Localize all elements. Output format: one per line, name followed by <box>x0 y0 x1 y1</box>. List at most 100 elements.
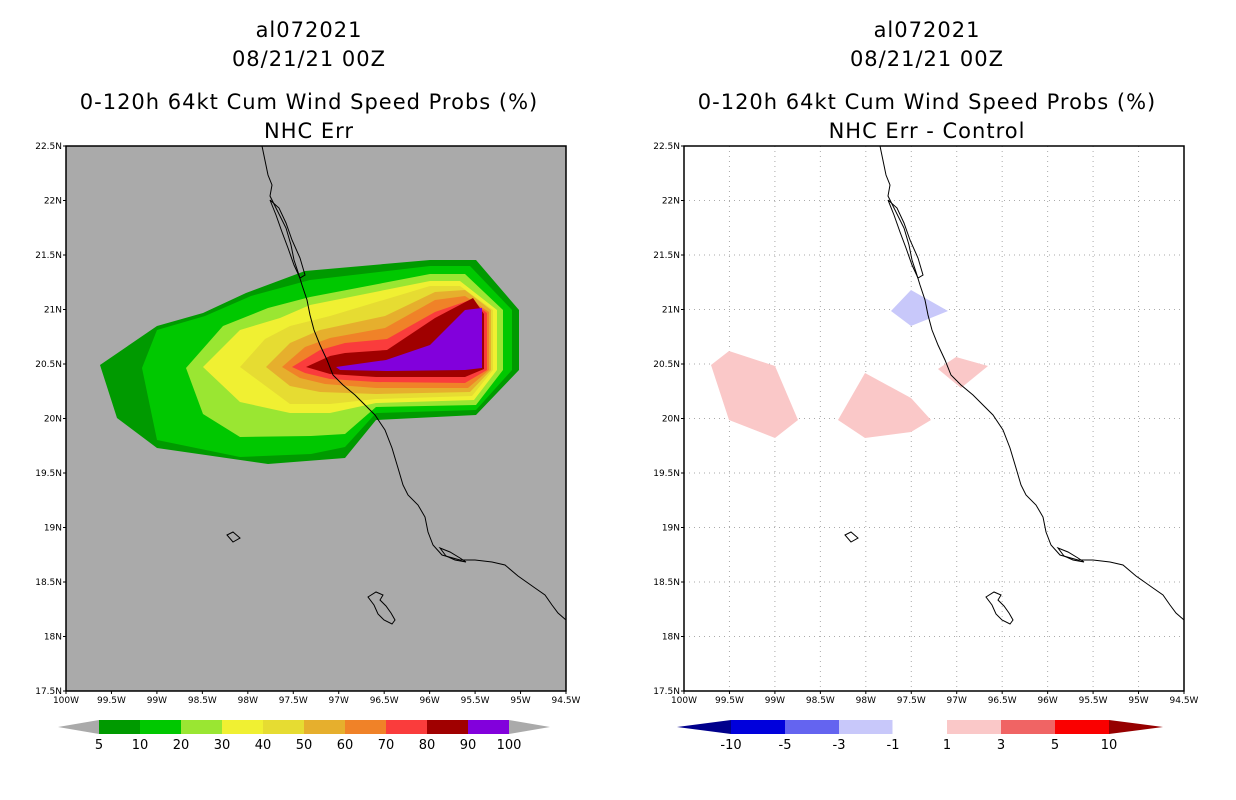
lon-label: 96.5W <box>988 696 1017 706</box>
legend-swatch <box>345 720 386 734</box>
lat-label: 19.5N <box>653 469 680 479</box>
legend-swatch <box>140 720 181 734</box>
lon-label: 98W <box>238 696 258 706</box>
lat-label: 19N <box>662 524 680 534</box>
legend-label: 3 <box>997 738 1005 753</box>
lon-label: 98.5W <box>806 696 835 706</box>
lat-label: 17.5N <box>35 687 62 697</box>
legend-swatch <box>1055 720 1109 734</box>
lat-label: 22N <box>44 197 62 207</box>
lat-label: 19N <box>44 524 62 534</box>
lat-label: 18N <box>662 633 680 643</box>
legend-label: 20 <box>173 738 190 753</box>
legend-swatch <box>1001 720 1055 734</box>
lat-label: 20.5N <box>653 360 680 370</box>
color-legend: -10 -5 -3 -1 1 3 5 10 <box>677 719 1163 753</box>
product-title: 0-120h 64kt Cum Wind Speed Probs (%) <box>697 90 1157 114</box>
negative-patch <box>891 290 948 326</box>
legend-under-arrow <box>677 720 731 734</box>
legend-swatch <box>785 720 839 734</box>
coastline <box>879 145 1185 621</box>
legend-label: 5 <box>95 738 103 753</box>
legend-swatch <box>181 720 222 734</box>
lat-label: 17.5N <box>653 687 680 697</box>
legend-label: 60 <box>337 738 354 753</box>
lon-label: 99W <box>147 696 167 706</box>
positive-patch-east <box>938 357 988 388</box>
color-legend: 5 10 20 30 40 50 60 70 80 90 100 <box>58 720 550 753</box>
left-map-svg: 100W 99.5W 99W 98.5W 98W 97.5W 97W 96.5W 96W 95.5… <box>35 142 580 753</box>
positive-patch-central <box>838 373 931 438</box>
legend-label: -1 <box>887 738 900 753</box>
lat-label: 21N <box>662 306 680 316</box>
forecast-datetime: 08/21/21 00Z <box>849 47 1005 71</box>
lat-label: 20N <box>44 415 62 425</box>
lon-label: 97W <box>947 696 967 706</box>
lat-label: 18N <box>44 633 62 643</box>
legend-label: 40 <box>255 738 272 753</box>
legend-label: 90 <box>460 738 477 753</box>
lat-label: 19.5N <box>35 469 62 479</box>
lat-label: 22.5N <box>653 142 680 152</box>
legend-swatch <box>468 720 509 734</box>
legend-swatch <box>947 720 1001 734</box>
legend-swatch <box>731 720 785 734</box>
lon-label: 97.5W <box>897 696 926 706</box>
axis-ticks: 100W 99.5W 99W 98.5W 98W 97.5W 97W 96.5W 96W 95.5… <box>653 142 1198 706</box>
legend-label: -5 <box>779 738 792 753</box>
gridlines <box>684 146 1184 691</box>
lon-label: 95.5W <box>461 696 490 706</box>
legend-label: 5 <box>1051 738 1059 753</box>
lagoon-outline <box>887 199 924 279</box>
legend-label: 10 <box>1101 738 1118 753</box>
lon-label: 94.5W <box>1170 696 1199 706</box>
legend-swatch <box>839 720 893 734</box>
lat-label: 22N <box>662 197 680 207</box>
lon-label: 96.5W <box>370 696 399 706</box>
panel-subtitle: NHC Err - Control <box>828 119 1026 143</box>
lon-label: 98W <box>856 696 876 706</box>
lat-label: 21.5N <box>35 251 62 261</box>
legend-over-arrow <box>1109 720 1163 734</box>
positive-patch-west <box>711 351 798 438</box>
small-island <box>844 531 859 543</box>
legend-label: 30 <box>214 738 231 753</box>
legend-label: 80 <box>419 738 436 753</box>
lat-label: 18.5N <box>653 578 680 588</box>
lon-label: 95W <box>510 696 530 706</box>
forecast-datetime: 08/21/21 00Z <box>231 47 387 71</box>
lon-label: 98.5W <box>188 696 217 706</box>
legend-label: -3 <box>833 738 846 753</box>
bay-outline <box>1056 546 1085 563</box>
storm-id: al072021 <box>873 18 981 42</box>
legend-swatch <box>892 719 948 735</box>
product-title: 0-120h 64kt Cum Wind Speed Probs (%) <box>79 90 539 114</box>
panel-subtitle: NHC Err <box>263 119 354 143</box>
legend-swatch <box>427 720 468 734</box>
legend-label: 70 <box>378 738 395 753</box>
lon-label: 99.5W <box>715 696 744 706</box>
lon-label: 100W <box>53 696 79 706</box>
right-map-svg: 100W 99.5W 99W 98.5W 98W 97.5W 97W 96.5W 96W 95.5… <box>653 142 1198 753</box>
legend-label: 100 <box>497 738 522 753</box>
right-map-panel: al072021 08/21/21 00Z 0-120h 64kt Cum Wi… <box>618 0 1236 800</box>
legend-label: 1 <box>943 738 951 753</box>
lon-label: 99W <box>765 696 785 706</box>
legend-label: -10 <box>720 738 741 753</box>
lat-label: 20.5N <box>35 360 62 370</box>
axis-ticks: 100W 99.5W 99W 98.5W 98W 97.5W 97W 96.5W 96W 95.5… <box>35 142 580 706</box>
legend-under-arrow <box>58 720 99 734</box>
lagoon-outline <box>269 199 306 279</box>
lat-label: 20N <box>662 415 680 425</box>
lon-label: 95.5W <box>1079 696 1108 706</box>
lat-label: 21N <box>44 306 62 316</box>
contour-90-100 <box>336 308 482 371</box>
legend-swatch <box>304 720 345 734</box>
lat-label: 21.5N <box>653 251 680 261</box>
lon-label: 97.5W <box>279 696 308 706</box>
lon-label: 96W <box>1037 696 1057 706</box>
lon-label: 97W <box>329 696 349 706</box>
legend-swatch <box>263 720 304 734</box>
small-island <box>226 531 241 543</box>
lon-label: 100W <box>671 696 697 706</box>
